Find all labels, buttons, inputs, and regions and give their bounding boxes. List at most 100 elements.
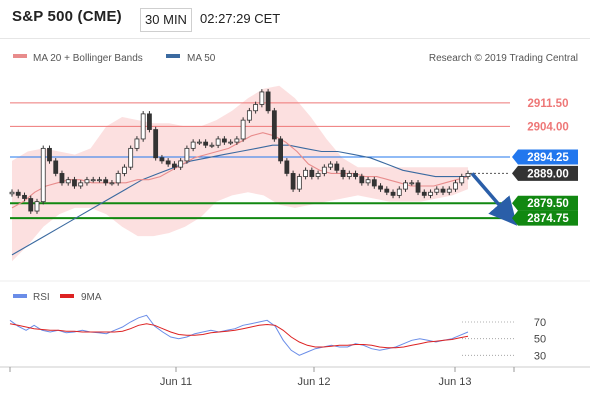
candle [365,176,371,186]
candle [465,170,471,180]
x-tick-label: Jun 13 [438,376,471,388]
candle [446,186,452,196]
svg-text:2874.75: 2874.75 [527,213,569,225]
legend-9ma-label: 9MA [81,292,102,303]
candle [296,173,302,192]
candle [172,161,177,170]
candle [403,180,408,192]
level-labels: 2911.50 2904.00 2894.25 2889.00 2879.50 2874.… [512,98,578,226]
candle [65,176,71,186]
candle [90,176,96,183]
candle [34,198,40,214]
svg-text:2879.50: 2879.50 [527,198,569,210]
svg-text:2911.50: 2911.50 [528,98,569,110]
legend-9ma-swatch [60,294,74,298]
candle [72,176,77,189]
candle [278,136,284,164]
candle [346,170,352,180]
candle [321,164,327,177]
rsi-tick-70: 70 [534,317,546,329]
candle [103,176,109,186]
candle [184,145,190,164]
candle [340,167,346,180]
x-tick-label: Jun 12 [297,376,330,388]
candle [134,136,140,152]
x-axis: Jun 11 Jun 12 Jun 13 [9,367,515,388]
candle [378,183,383,192]
candle [178,158,184,170]
legend-ma20-label: MA 20 + Bollinger Bands [33,53,143,64]
candle [303,167,308,180]
candle [15,189,21,199]
candle [284,158,290,177]
candle [390,189,396,199]
level-label-resistance: 2904.00 [527,121,569,133]
candle [328,161,333,170]
candle [47,145,52,164]
header-divider [0,38,590,39]
candle [290,170,296,192]
candle [115,170,121,186]
candle [353,170,358,180]
x-tick-label: Jun 11 [160,376,192,388]
candle [190,139,196,152]
candle [203,139,209,149]
timestamp: 02:27:29 CET [200,11,281,26]
instrument-title: S&P 500 (CME) [12,8,122,25]
candle [396,186,402,199]
candle [415,180,421,196]
ma50-line [11,144,468,256]
candle [109,180,115,186]
rsi-tick-50: 50 [534,334,546,346]
candle [240,117,246,142]
level-label-support: 2879.50 [512,195,578,211]
candle [22,192,27,202]
candle [440,186,446,196]
rsi-pane: 70 50 30 [9,314,546,362]
candle [59,170,65,186]
candle [453,180,458,192]
candle [78,180,84,189]
legend-rsi-label: RSI [33,292,50,303]
candle [409,180,415,186]
candle [40,145,46,205]
candle [384,186,390,196]
candle [334,161,340,174]
candle [97,176,102,183]
rsi-tick-30: 30 [534,350,546,362]
candle [434,186,440,196]
attribution: Research © 2019 Trading Central [429,53,578,64]
candle [53,158,59,177]
candle [28,195,34,214]
candle [221,136,227,145]
legend-rsi-swatch [13,294,27,298]
timeframe-button[interactable]: 30 MIN [140,8,192,32]
candle [165,158,171,167]
candle [159,154,165,164]
chart-header: S&P 500 (CME) 30 MIN 02:27:29 CET [0,0,590,38]
svg-text:2889.00: 2889.00 [527,168,569,180]
projection [470,172,518,226]
candle [128,145,134,170]
candle [147,111,152,133]
candle [265,89,271,114]
candle [271,107,277,142]
rsi-line [9,314,469,356]
legend-ma20-swatch [13,54,27,58]
candle [122,164,127,177]
legend-ma50-label: MA 50 [187,53,216,64]
candles [9,89,471,214]
level-label-support: 2874.75 [512,210,578,226]
candle [359,173,365,186]
level-label-resistance: 2911.50 [528,98,569,110]
legend-ma50-swatch [166,54,180,58]
candle [315,170,321,180]
candle [371,176,377,189]
candle [9,189,15,197]
candle [196,139,202,145]
candle [309,167,315,180]
candle [228,139,234,145]
level-label-pivot: 2894.25 [512,149,578,165]
bollinger-area [12,85,468,262]
